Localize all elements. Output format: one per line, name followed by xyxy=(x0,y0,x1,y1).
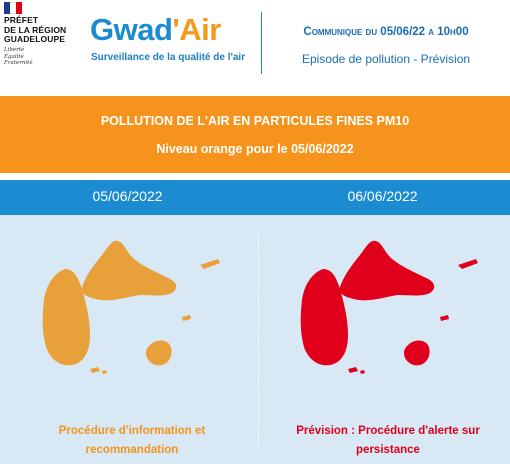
communique-date: Communique du 05/06/22 a 10h00 xyxy=(303,26,469,38)
republic-motto: Liberté Égalité Fraternité xyxy=(4,47,33,66)
caption-right: Prévision : Procédure d'alerte sur persi… xyxy=(268,422,508,460)
banner-subtitle: Niveau orange pour le 05/06/2022 xyxy=(156,142,354,156)
map-desirade xyxy=(458,259,478,269)
map-desirade xyxy=(200,259,220,269)
caption-left-line-1: Procédure d'information et xyxy=(58,425,206,437)
map-basse-terre xyxy=(300,269,348,366)
prefet-name: PRÉFET DE LA RÉGION GUADELOUPE xyxy=(4,15,67,44)
date-bar: 05/06/2022 06/06/2022 xyxy=(0,180,510,215)
map-basse-terre xyxy=(42,269,90,366)
caption-left-line-2: recommandation xyxy=(85,444,179,456)
gwadair-brand-name: Gwad'Air xyxy=(90,12,221,47)
map-marie-galante xyxy=(146,340,172,366)
pollution-banner: POLLUTION DE L'AIR EN PARTICULES FINES P… xyxy=(0,96,510,173)
caption-right-line-1: Prévision : Procédure d'alerte sur xyxy=(296,425,480,437)
guadeloupe-map-left xyxy=(42,240,220,374)
header-divider xyxy=(261,12,262,74)
map-marie-galante xyxy=(404,340,430,366)
map-petite-terre xyxy=(440,315,449,321)
banner-title: POLLUTION DE L'AIR EN PARTICULES FINES P… xyxy=(100,114,410,128)
date-left: 05/06/2022 xyxy=(92,188,163,204)
french-flag-icon xyxy=(4,2,22,14)
map-petite-terre xyxy=(182,315,191,321)
episode-title: Episode de pollution - Prévision xyxy=(301,52,471,66)
maps-separator xyxy=(258,235,259,445)
gwadair-tagline: Surveillance de la qualité de l'air xyxy=(91,52,246,63)
map-les-saintes xyxy=(90,367,107,374)
guadeloupe-map-right xyxy=(300,240,478,374)
map-grande-terre xyxy=(81,240,177,301)
prefet-logo: PRÉFET DE LA RÉGION GUADELOUPE Liberté É… xyxy=(2,2,80,74)
caption-right-line-2: persistance xyxy=(356,444,420,456)
date-right: 06/06/2022 xyxy=(347,188,418,204)
gwadair-logo: Gwad'Air Surveillance de la qualité de l… xyxy=(90,12,250,76)
header: PRÉFET DE LA RÉGION GUADELOUPE Liberté É… xyxy=(0,0,510,92)
map-grande-terre xyxy=(339,240,435,301)
map-les-saintes xyxy=(348,367,365,374)
maps-panel: Procédure d'information et recommandatio… xyxy=(0,215,510,464)
caption-left: Procédure d'information et recommandatio… xyxy=(12,422,252,460)
